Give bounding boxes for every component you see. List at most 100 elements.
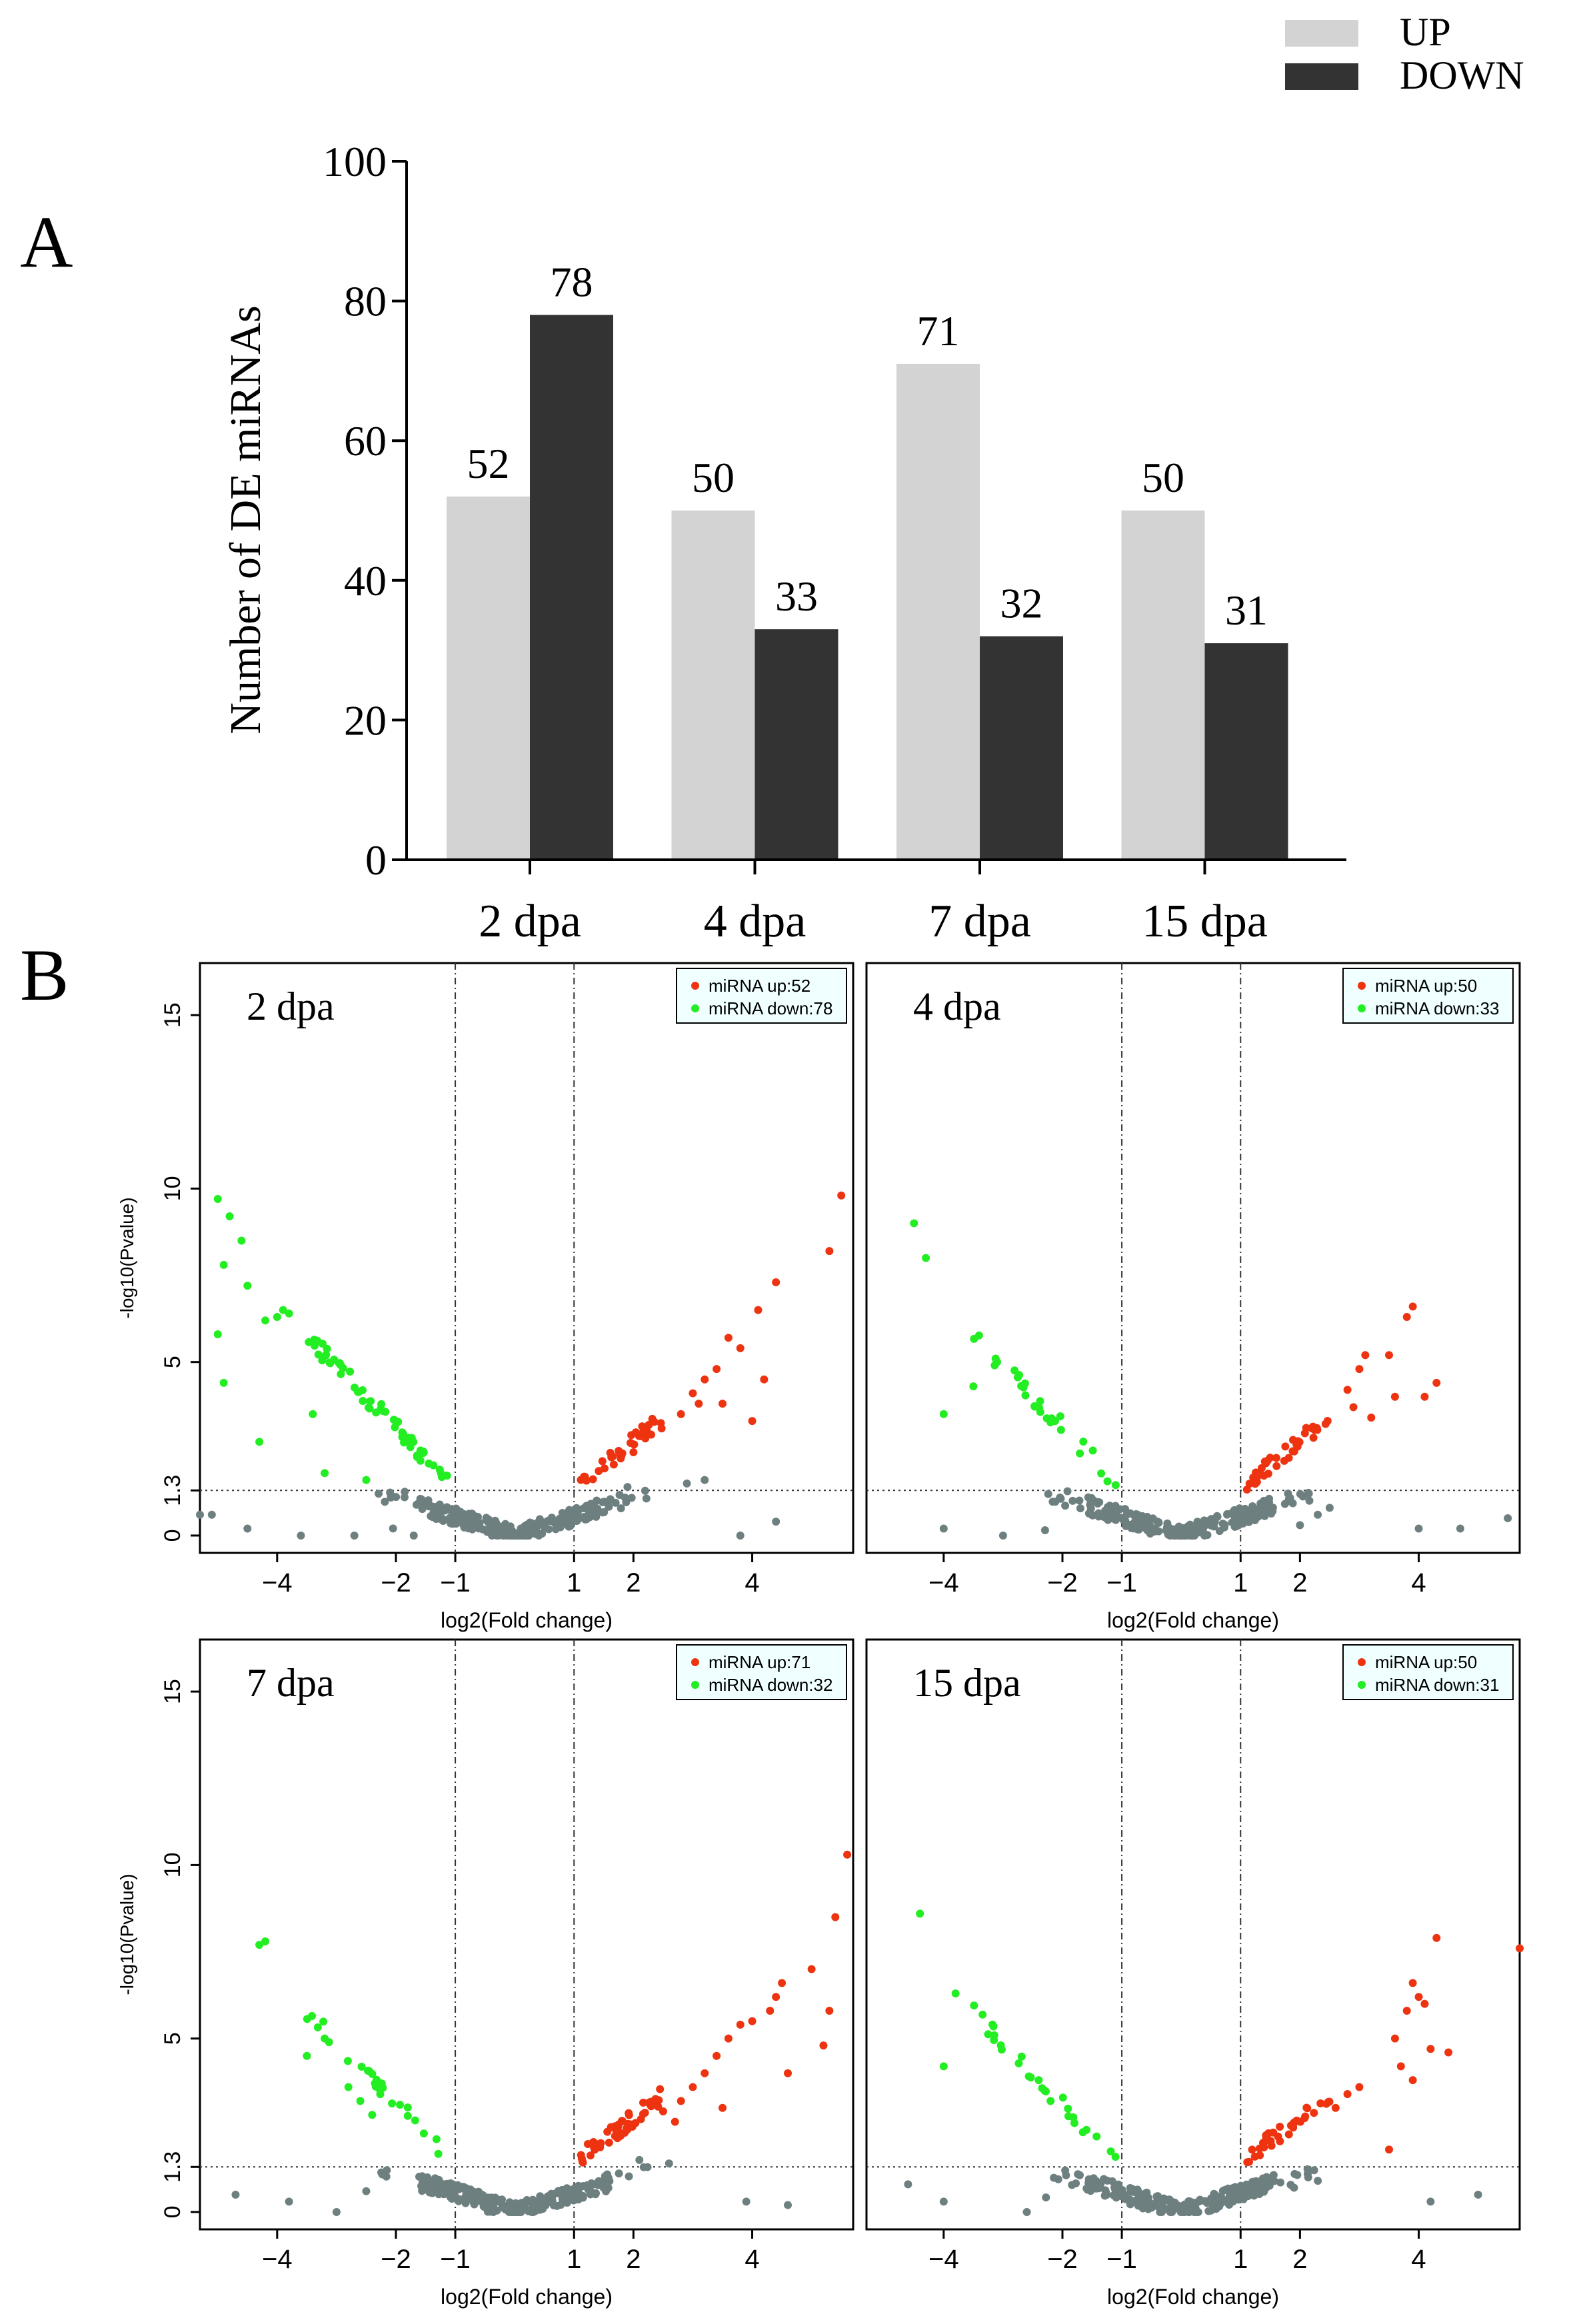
point-down-regulated	[321, 2034, 329, 2043]
point-up-regulated	[754, 1306, 763, 1314]
panel-label-a: A	[20, 201, 73, 283]
point-not-significant	[1138, 1523, 1147, 1532]
point-up-regulated	[784, 2069, 792, 2077]
point-up-regulated	[772, 1993, 781, 2001]
point-not-significant	[592, 1508, 601, 1517]
legend-marker-up	[691, 982, 699, 990]
point-not-significant	[1246, 2181, 1254, 2190]
point-down-regulated	[974, 1331, 983, 1340]
point-not-significant	[529, 2201, 538, 2209]
point-not-significant	[418, 2172, 427, 2181]
volcano-plot-15dpa: −4 −2 −1 1 2 4 log2(Fold change) 15 dpa miRNA up…	[865, 1638, 1524, 2309]
point-not-significant	[1106, 1510, 1114, 1518]
point-up-regulated	[631, 1428, 640, 1437]
point-up-regulated	[1251, 1480, 1260, 1488]
point-down-regulated	[916, 1909, 924, 1918]
point-not-significant	[381, 1498, 389, 1506]
x-tick-label: −2	[1047, 1568, 1078, 1598]
volcano-plot-4dpa: −4 −2 −1 1 2 4 log2(Fold change) 4 dpa miRNA up:…	[865, 962, 1521, 1632]
point-not-significant	[1075, 1496, 1084, 1505]
point-not-significant	[1170, 2204, 1179, 2213]
point-down-regulated	[322, 1350, 331, 1359]
point-not-significant	[625, 2172, 633, 2181]
point-up-regulated	[1343, 1386, 1352, 1394]
point-not-significant	[1265, 1494, 1274, 1503]
point-down-regulated	[311, 1342, 319, 1350]
point-not-significant	[433, 2180, 442, 2189]
point-up-regulated	[1272, 1462, 1281, 1470]
point-down-regulated	[1088, 1446, 1097, 1455]
bar-y-tick-label: 0	[365, 836, 387, 884]
point-up-regulated	[719, 1400, 727, 1408]
point-not-significant	[1290, 2183, 1298, 2192]
point-not-significant	[493, 2206, 501, 2215]
point-down-regulated	[213, 1195, 222, 1203]
point-down-regulated	[429, 1461, 438, 1470]
point-not-significant	[558, 1508, 567, 1517]
legend-marker-down	[691, 1681, 699, 1689]
point-not-significant	[617, 1504, 625, 1513]
point-up-regulated	[1355, 2083, 1364, 2091]
point-down-regulated	[990, 2036, 998, 2045]
point-down-regulated	[313, 2023, 322, 2031]
point-not-significant	[683, 1479, 691, 1488]
point-down-regulated	[337, 1370, 345, 1378]
x-tick-label: 2	[1292, 1568, 1307, 1598]
point-up-regulated	[1414, 1993, 1423, 2001]
point-up-regulated	[724, 2034, 733, 2043]
point-not-significant	[447, 2179, 455, 2187]
point-not-significant	[1154, 1527, 1163, 1536]
point-up-regulated	[760, 1375, 769, 1384]
point-down-regulated	[368, 2069, 377, 2078]
point-not-significant	[1163, 1519, 1172, 1528]
panel-label-b: B	[20, 934, 69, 1016]
point-down-regulated	[1046, 1418, 1055, 1427]
point-not-significant	[736, 1531, 745, 1540]
point-up-regulated	[1280, 1456, 1288, 1465]
y-tick-label: 10	[160, 1176, 185, 1201]
point-down-regulated	[273, 1313, 281, 1321]
point-down-regulated	[411, 2116, 419, 2125]
point-not-significant	[1215, 1527, 1224, 1536]
point-not-significant	[1061, 2166, 1070, 2175]
point-not-significant	[1154, 2197, 1162, 2205]
point-not-significant	[604, 2183, 613, 2192]
point-up-regulated	[701, 1375, 709, 1384]
point-up-regulated	[589, 1475, 597, 1484]
point-not-significant	[1190, 2199, 1198, 2207]
point-not-significant	[207, 1510, 216, 1519]
volcano-legend: miRNA up:50 miRNA down:31	[1342, 1644, 1514, 1700]
point-up-regulated	[615, 1447, 623, 1456]
point-not-significant	[939, 1524, 948, 1533]
point-up-regulated	[1420, 1392, 1429, 1401]
y-tick-label: 5	[160, 1356, 185, 1368]
point-up-regulated	[748, 2017, 757, 2025]
point-up-regulated	[631, 2119, 640, 2127]
legend-box	[676, 968, 847, 1024]
point-down-regulated	[1097, 1469, 1106, 1478]
point-down-regulated	[357, 2062, 366, 2071]
point-not-significant	[1209, 1520, 1218, 1528]
point-not-significant	[525, 2207, 534, 2215]
legend-marker-up	[1358, 1658, 1366, 1666]
point-down-regulated	[325, 1358, 334, 1367]
point-down-regulated	[219, 1378, 228, 1387]
point-down-regulated	[375, 2085, 384, 2094]
legend-box	[1342, 968, 1514, 1024]
point-up-regulated	[1331, 2103, 1340, 2112]
x-tick-label: 1	[1233, 1568, 1248, 1598]
point-down-regulated	[391, 1423, 399, 1432]
y-axis-label: -log10(Pvalue)	[117, 1197, 137, 1318]
point-not-significant	[1474, 2190, 1482, 2199]
bar-x-tick-label: 2 dpa	[479, 896, 581, 947]
legend-marker-down	[1358, 1681, 1366, 1689]
y-tick-label: 10	[160, 1852, 185, 1877]
point-up-regulated	[1290, 2118, 1298, 2127]
point-up-regulated	[1408, 1979, 1417, 1987]
point-up-regulated	[1402, 1313, 1411, 1321]
bar-y-tick-label: 40	[344, 557, 387, 604]
point-not-significant	[998, 1531, 1007, 1540]
point-not-significant	[1504, 1514, 1512, 1522]
x-tick-label: −2	[1047, 2245, 1078, 2274]
